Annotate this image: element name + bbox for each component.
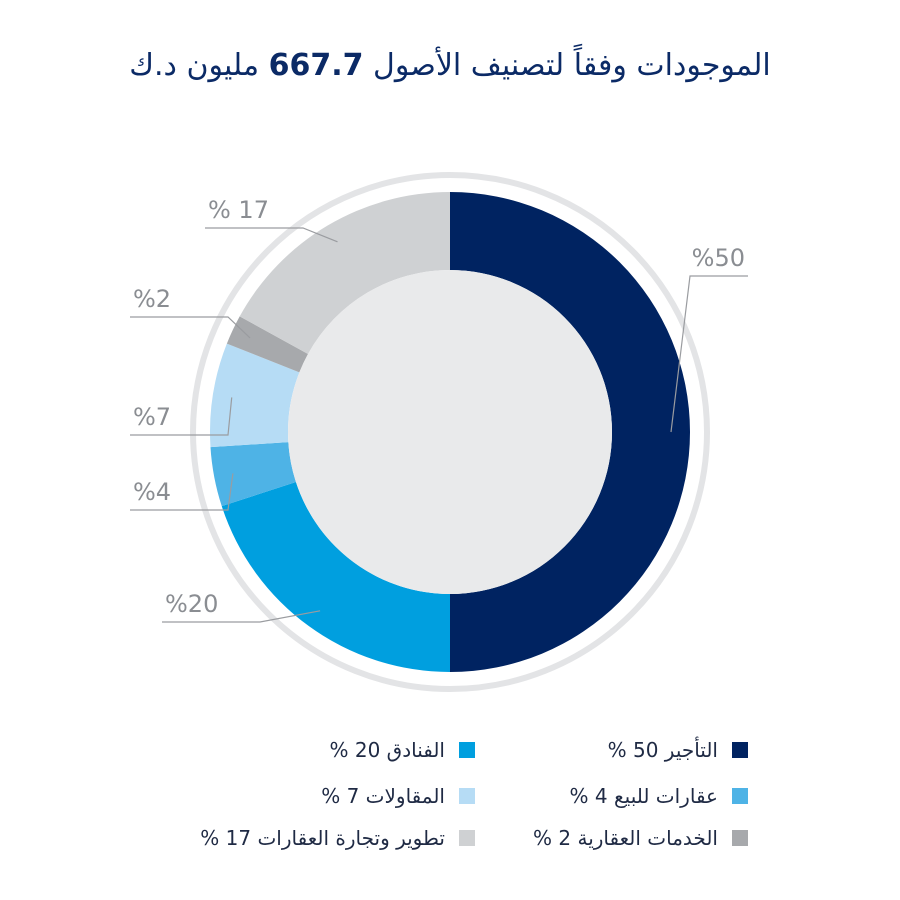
slice-leasing <box>450 192 690 672</box>
leader-line-services <box>130 316 251 339</box>
legend-item-contracting: المقاولات 7 % <box>321 784 475 808</box>
legend-swatch-development <box>459 830 475 846</box>
slice-hotels <box>221 482 450 672</box>
slice-label-hotels: %20 <box>165 590 218 618</box>
legend-swatch-contracting <box>459 788 475 804</box>
legend-swatch-for-sale <box>732 788 748 804</box>
slice-development <box>239 192 450 354</box>
title-unit: مليون د.ك <box>129 48 260 83</box>
outer-ring <box>190 172 710 692</box>
slice-label-for_sale: %4 <box>133 478 171 506</box>
legend-swatch-services <box>732 830 748 846</box>
slice-label-contracting: %7 <box>133 403 171 431</box>
leader-line-for_sale <box>130 473 234 511</box>
slice-contracting <box>209 343 300 448</box>
slice-label-leasing: %50 <box>692 244 745 272</box>
leader-line-hotels <box>162 610 321 623</box>
slice-label-development: % 17 <box>208 196 269 224</box>
legend-text-services: الخدمات العقارية 2 % <box>533 826 718 850</box>
leader-lines-group: %50 %20 %4 %7 %2 % 17 <box>130 196 748 623</box>
legend-item-development: تطوير وتجارة العقارات 17 % <box>200 826 475 850</box>
leader-line-contracting <box>130 397 233 436</box>
legend-item-for-sale: عقارات للبيع 4 % <box>570 784 748 808</box>
leader-line-development <box>205 227 338 243</box>
legend-text-for-sale: عقارات للبيع 4 % <box>569 784 718 808</box>
legend-text-development: تطوير وتجارة العقارات 17 % <box>200 826 445 850</box>
legend-swatch-hotels <box>459 742 475 758</box>
legend-text-hotels: الفنادق 20 % <box>329 738 445 762</box>
slice-for_sale <box>210 442 296 507</box>
slice-label-services: %2 <box>133 285 171 313</box>
leader-line-leasing <box>670 275 748 433</box>
title-text: الموجودات وفقاً لتصنيف الأصول <box>373 48 771 83</box>
chart-title: الموجودات وفقاً لتصنيف الأصول 667.7 مليو… <box>0 48 900 83</box>
legend-item-leasing: التأجير 50 % <box>608 738 748 762</box>
legend-item-hotels: الفنادق 20 % <box>329 738 475 762</box>
legend-swatch-leasing <box>732 742 748 758</box>
slice-services <box>226 316 309 373</box>
legend-item-services: الخدمات العقارية 2 % <box>533 826 748 850</box>
title-total: 667.7 <box>268 48 364 83</box>
center-disc <box>288 270 612 594</box>
slices-group <box>209 192 690 672</box>
legend-text-leasing: التأجير 50 % <box>607 738 718 762</box>
legend-text-contracting: المقاولات 7 % <box>321 784 445 808</box>
